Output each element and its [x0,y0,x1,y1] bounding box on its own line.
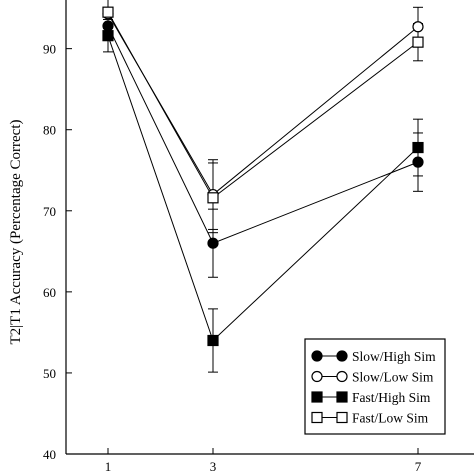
circle-marker [336,370,348,383]
series-line [107,35,419,342]
series-markers [102,6,424,347]
square-marker [336,411,348,424]
y-tick-label: 60 [43,285,56,300]
x-tick-label: 7 [415,459,422,474]
square-marker [102,6,114,18]
y-tick-label: 80 [43,123,56,138]
series-line [107,25,419,244]
square-marker [102,30,114,42]
square-marker [207,192,219,204]
y-tick-label: 50 [43,366,56,381]
legend-entry-label: Fast/Low Sim [352,411,429,426]
error-bars [103,0,423,373]
square-marker [207,334,219,347]
circle-marker [412,21,424,33]
y-axis-title-group: T2|T1 Accuracy (Percentage Correct) [8,120,24,345]
square-marker [412,141,424,154]
x-tick-label: 1 [105,459,112,474]
circle-marker [311,350,323,362]
circle-marker [412,156,424,168]
square-marker [412,36,424,48]
y-axis-title: T2|T1 Accuracy (Percentage Correct) [8,120,24,345]
y-tick-label: 40 [43,447,56,462]
y-tick-label: 90 [43,42,56,57]
square-marker [336,391,348,403]
circle-marker [311,370,323,383]
legend-entry-label: Slow/Low Sim [352,370,434,385]
square-marker [311,391,323,403]
legend-box [304,338,446,435]
circle-marker [102,20,114,32]
legend-entry-label: Fast/High Sim [352,390,431,405]
x-tick-label: 3 [210,459,217,474]
legend: Slow/High Sim Slow/Low Sim Fast/High Sim Fa… [304,338,446,435]
circle-marker [336,350,348,362]
series-line [107,13,419,196]
circle-marker [207,237,219,249]
axes: 40 50 60 70 80 90 1 3 7 [43,0,474,474]
series-lines [107,11,419,342]
square-marker [311,411,323,424]
y-tick-label: 70 [43,204,56,219]
legend-entry-label: Slow/High Sim [352,349,436,364]
